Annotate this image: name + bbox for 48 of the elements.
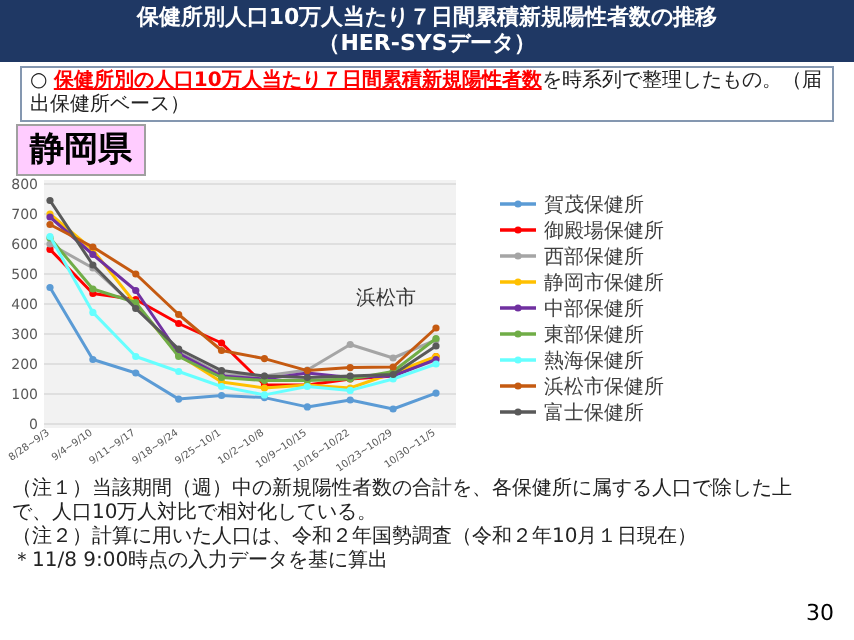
point (346, 340, 354, 349)
point (346, 364, 354, 372)
legend-label: 中部保健所 (544, 297, 644, 321)
point (89, 285, 97, 293)
point (303, 403, 311, 411)
point (46, 220, 54, 229)
point (389, 363, 397, 371)
point (432, 324, 440, 332)
legend-label: 御殿場保健所 (544, 219, 664, 243)
legend-label: 浜松市保健所 (544, 375, 664, 399)
point (432, 389, 440, 397)
point (346, 396, 354, 404)
text: （注１）当該期間（週）中の新規陽性者数の合計を、各保健所に属する人口で除した上で、人口10万人対比で相対化している。 (12, 478, 792, 525)
point (89, 308, 97, 316)
text: （注２）計算に用いた人口は、令和２年国勢調査（令和２年10月１日現在） (12, 526, 700, 549)
point (175, 395, 183, 403)
text: 静岡県 (16, 124, 146, 176)
point (89, 355, 97, 364)
point (432, 342, 440, 350)
point (175, 319, 183, 328)
point (132, 270, 140, 278)
point (389, 405, 397, 413)
point (175, 310, 183, 319)
text: ＊11/8 9:00時点の入力データを基に算出 (12, 550, 391, 574)
point (132, 369, 140, 377)
point (217, 339, 226, 347)
legend-label: 静岡市保健所 (544, 271, 664, 295)
annotation: 浜松市 (356, 285, 416, 312)
point (46, 283, 54, 292)
point (132, 352, 140, 361)
point (389, 354, 397, 362)
legend-label: 西部保健所 (544, 245, 644, 269)
text: ○ 保健所別の人口10万人当たり７日間累積新規陽性者数を時系列で整理したもの。（届出保健所ベース） (30, 70, 822, 116)
legend-label: 東部保健所 (544, 323, 644, 347)
legend-label: 富士保健所 (544, 401, 644, 425)
point (46, 196, 54, 205)
point (89, 250, 97, 259)
text: 30 (806, 600, 834, 626)
point (432, 360, 440, 368)
legend-label: 賀茂保健所 (544, 193, 644, 217)
point (132, 286, 140, 295)
legend-label: 熱海保健所 (544, 349, 644, 373)
point (217, 391, 226, 400)
point (217, 346, 226, 355)
point (175, 367, 183, 376)
point (217, 382, 226, 391)
chart-title: 保健所別人口10万人当たり７日間累積新規陽性者数の推移（HER-SYSデータ） (0, 0, 854, 62)
point (260, 355, 269, 363)
